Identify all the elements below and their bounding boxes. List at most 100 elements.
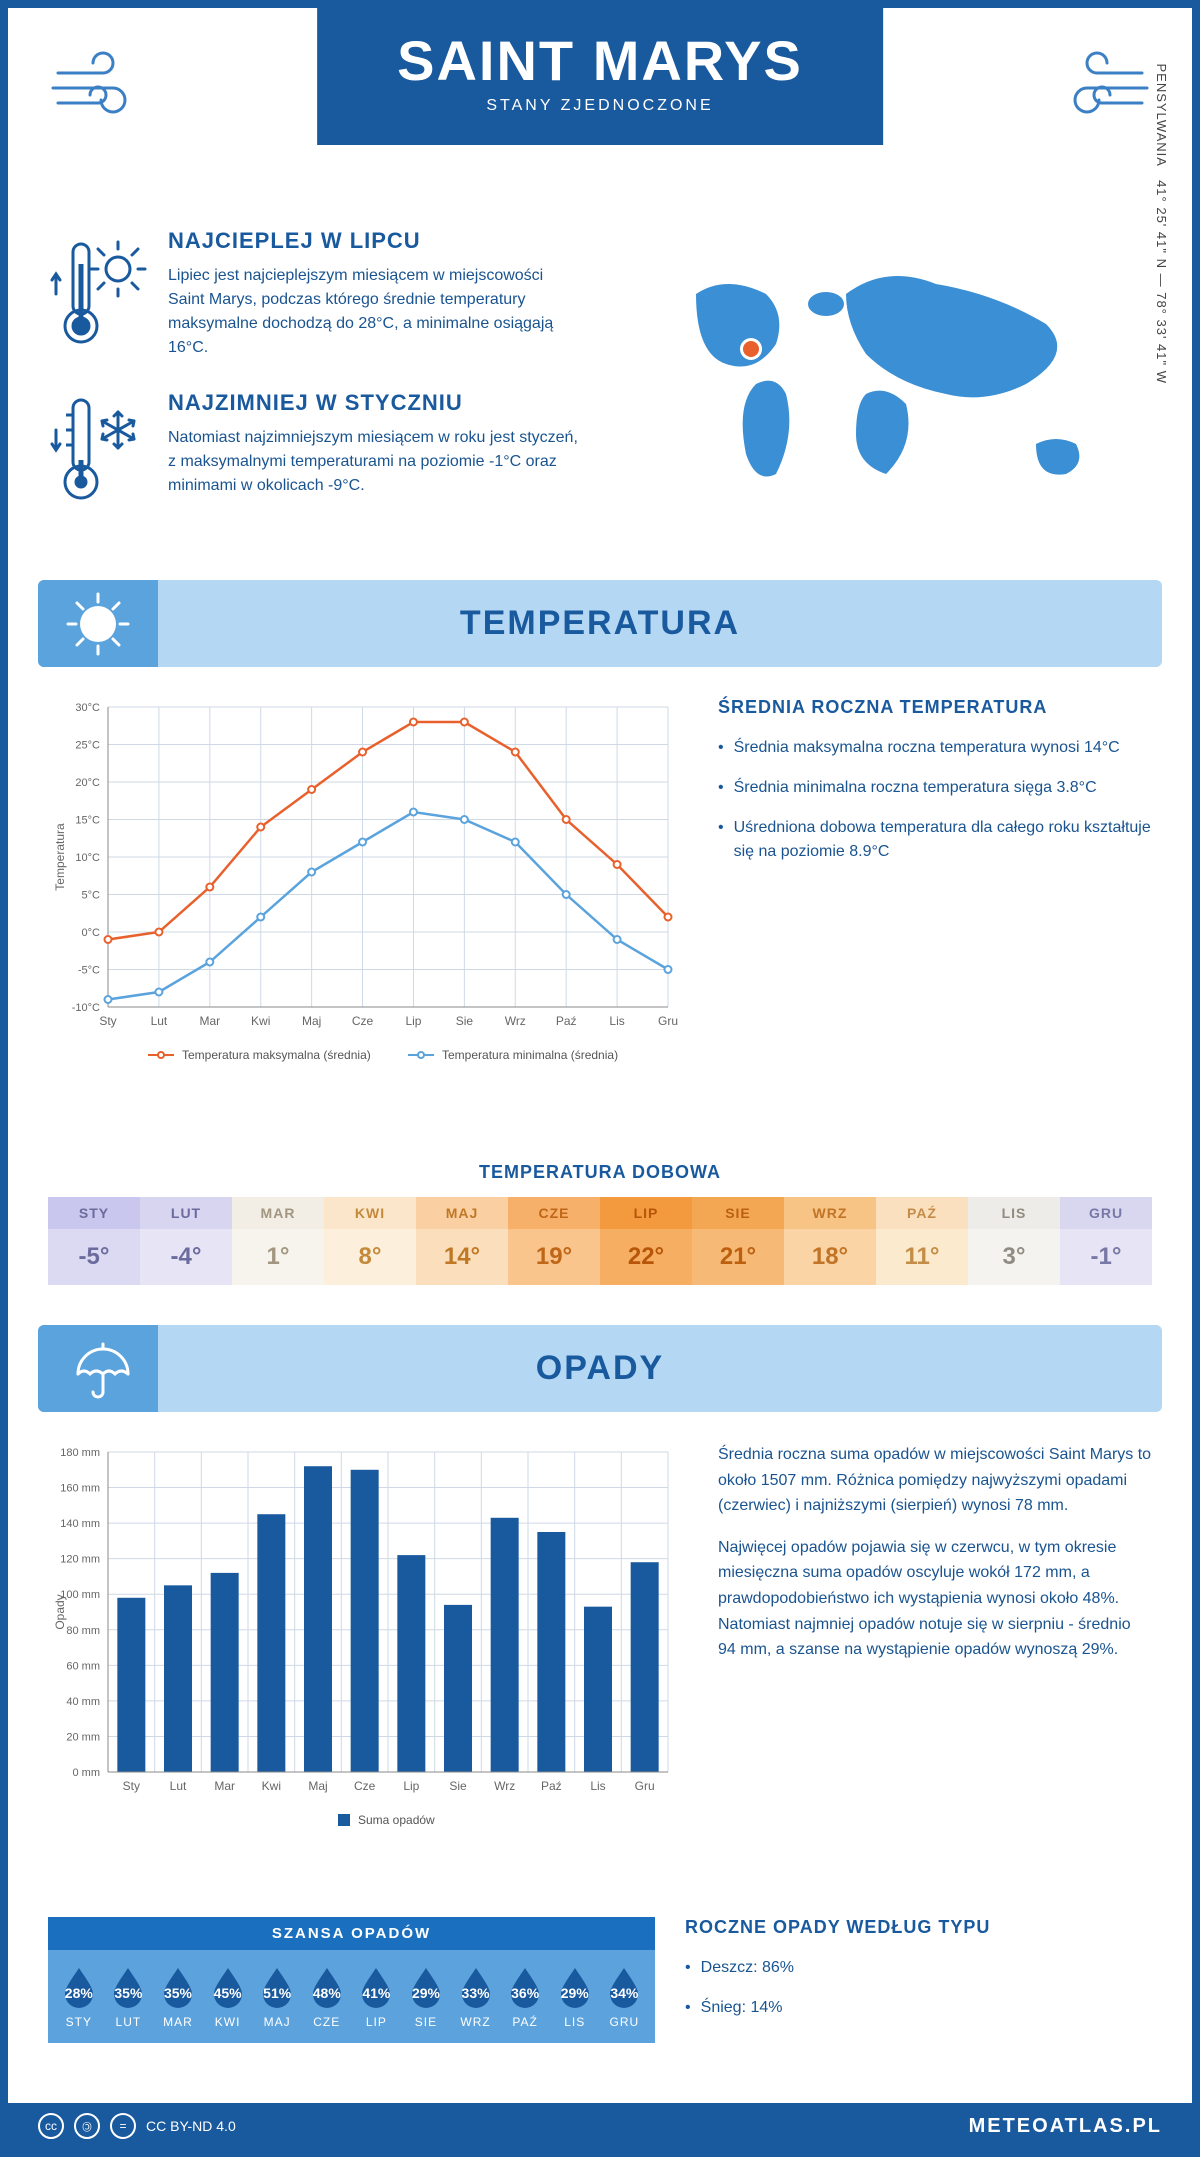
- svg-text:Mar: Mar: [199, 1014, 220, 1028]
- svg-text:Lut: Lut: [151, 1014, 168, 1028]
- wind-icon: [1052, 48, 1152, 142]
- svg-text:0°C: 0°C: [82, 927, 101, 939]
- umbrella-icon: [38, 1325, 158, 1412]
- rain-chance-cell: 45%KWI: [203, 1964, 253, 2029]
- temp-stats-title: ŚREDNIA ROCZNA TEMPERATURA: [718, 697, 1152, 718]
- month-cell: GRU-1°: [1060, 1197, 1152, 1285]
- svg-text:80 mm: 80 mm: [66, 1625, 100, 1637]
- temperature-stats: ŚREDNIA ROCZNA TEMPERATURA Średnia maksy…: [718, 697, 1152, 1122]
- section-header-precip: OPADY: [38, 1325, 1162, 1412]
- stat-item: Śnieg: 14%: [685, 1996, 1152, 2020]
- wind-icon: [48, 48, 148, 142]
- header-region: SAINT MARYS STANY ZJEDNOCZONE: [8, 8, 1192, 208]
- rain-chance-cell: 41%LIP: [352, 1964, 402, 2029]
- rain-chance-cell: 33%WRZ: [451, 1964, 501, 2029]
- svg-text:Maj: Maj: [302, 1014, 321, 1028]
- month-cell: CZE19°: [508, 1197, 600, 1285]
- svg-text:Paź: Paź: [541, 1779, 562, 1793]
- precip-type-title: ROCZNE OPADY WEDŁUG TYPU: [685, 1917, 1152, 1938]
- svg-text:Temperatura maksymalna (średni: Temperatura maksymalna (średnia): [182, 1048, 371, 1062]
- intro-section: NAJCIEPLEJ W LIPCU Lipiec jest najcieple…: [8, 208, 1192, 580]
- rain-chance-cell: 36%PAŹ: [500, 1964, 550, 2029]
- svg-text:Lip: Lip: [403, 1779, 419, 1793]
- svg-text:Cze: Cze: [352, 1014, 374, 1028]
- rain-chance-cell: 29%SIE: [401, 1964, 451, 2029]
- month-cell: MAR1°: [232, 1197, 324, 1285]
- svg-text:Gru: Gru: [635, 1779, 655, 1793]
- svg-text:120 mm: 120 mm: [60, 1554, 100, 1566]
- svg-text:Paź: Paź: [556, 1014, 577, 1028]
- rain-chance-cell: 35%LUT: [104, 1964, 154, 2029]
- svg-text:Sie: Sie: [456, 1014, 474, 1028]
- rain-chance-table: SZANSA OPADÓW 28%STY35%LUT35%MAR45%KWI51…: [48, 1917, 655, 2043]
- section-header-temp: TEMPERATURA: [38, 580, 1162, 667]
- rain-chance-cell: 29%LIS: [550, 1964, 600, 2029]
- site-logo: METEOATLAS.PL: [969, 2115, 1162, 2138]
- license-text: CC BY-ND 4.0: [146, 2118, 236, 2134]
- svg-text:60 mm: 60 mm: [66, 1660, 100, 1672]
- svg-text:Temperatura minimalna (średnia: Temperatura minimalna (średnia): [442, 1048, 618, 1062]
- svg-text:15°C: 15°C: [75, 815, 100, 827]
- svg-text:Suma opadów: Suma opadów: [358, 1813, 435, 1827]
- svg-text:Cze: Cze: [354, 1779, 376, 1793]
- svg-text:0 mm: 0 mm: [73, 1767, 101, 1779]
- daily-temp-title: TEMPERATURA DOBOWA: [8, 1162, 1192, 1183]
- svg-text:Maj: Maj: [308, 1779, 327, 1793]
- rain-chance-cell: 48%CZE: [302, 1964, 352, 2029]
- month-cell: MAJ14°: [416, 1197, 508, 1285]
- thermometer-cold-icon: [48, 390, 148, 510]
- cold-title: NAJZIMNIEJ W STYCZNIU: [168, 390, 580, 416]
- svg-text:160 mm: 160 mm: [60, 1483, 100, 1495]
- svg-text:20 mm: 20 mm: [66, 1731, 100, 1743]
- rain-chance-cell: 35%MAR: [153, 1964, 203, 2029]
- svg-text:140 mm: 140 mm: [60, 1518, 100, 1530]
- month-cell: SIE21°: [692, 1197, 784, 1285]
- svg-text:Gru: Gru: [658, 1014, 678, 1028]
- precip-by-type: ROCZNE OPADY WEDŁUG TYPU Deszcz: 86% Śni…: [685, 1917, 1152, 2043]
- month-cell: KWI8°: [324, 1197, 416, 1285]
- nd-icon: =: [110, 2113, 136, 2139]
- by-icon: 🄯: [74, 2113, 100, 2139]
- warmest-block: NAJCIEPLEJ W LIPCU Lipiec jest najcieple…: [48, 228, 580, 360]
- warm-text: Lipiec jest najcieplejszym miesiącem w m…: [168, 264, 580, 360]
- thermometer-hot-icon: [48, 228, 148, 360]
- rain-chance-cell: 34%GRU: [600, 1964, 650, 2029]
- svg-text:Temperatura: Temperatura: [53, 823, 67, 891]
- svg-text:Kwi: Kwi: [251, 1014, 270, 1028]
- stat-item: Średnia maksymalna roczna temperatura wy…: [718, 736, 1152, 760]
- svg-text:40 mm: 40 mm: [66, 1696, 100, 1708]
- svg-text:Lut: Lut: [170, 1779, 187, 1793]
- svg-text:25°C: 25°C: [75, 740, 100, 752]
- svg-text:Sie: Sie: [449, 1779, 467, 1793]
- stat-item: Uśredniona dobowa temperatura dla całego…: [718, 816, 1152, 864]
- month-cell: LUT-4°: [140, 1197, 232, 1285]
- svg-text:Wrz: Wrz: [505, 1014, 526, 1028]
- svg-text:Lis: Lis: [609, 1014, 624, 1028]
- title-banner: SAINT MARYS STANY ZJEDNOCZONE: [317, 8, 883, 145]
- coordinates-label: PENSYLWANIA 41° 25' 41" N — 78° 33' 41" …: [1155, 63, 1170, 384]
- rain-chance-cell: 28%STY: [54, 1964, 104, 2029]
- month-cell: LIP22°: [600, 1197, 692, 1285]
- precip-p1: Średnia roczna suma opadów w miejscowośc…: [718, 1442, 1152, 1519]
- cc-icon: cc: [38, 2113, 64, 2139]
- city-name: SAINT MARYS: [397, 28, 803, 93]
- month-cell: PAŹ11°: [876, 1197, 968, 1285]
- rain-chance-cell: 51%MAJ: [252, 1964, 302, 2029]
- svg-text:Wrz: Wrz: [494, 1779, 515, 1793]
- month-cell: STY-5°: [48, 1197, 140, 1285]
- svg-text:Kwi: Kwi: [262, 1779, 281, 1793]
- stat-item: Średnia minimalna roczna temperatura się…: [718, 776, 1152, 800]
- cold-text: Natomiast najzimniejszym miesiącem w rok…: [168, 426, 580, 498]
- precip-p2: Najwięcej opadów pojawia się w czerwcu, …: [718, 1535, 1152, 1663]
- daily-temp-table: STY-5°LUT-4°MAR1°KWI8°MAJ14°CZE19°LIP22°…: [48, 1197, 1152, 1285]
- license-badge: cc 🄯 = CC BY-ND 4.0: [38, 2113, 236, 2139]
- svg-text:30°C: 30°C: [75, 702, 100, 714]
- temperature-line-chart: -10°C-5°C0°C5°C10°C15°C20°C25°C30°CStyLu…: [48, 697, 688, 1122]
- svg-text:-10°C: -10°C: [72, 1002, 100, 1014]
- svg-text:Sty: Sty: [99, 1014, 116, 1028]
- svg-text:Sty: Sty: [123, 1779, 140, 1793]
- world-map-region: PENSYLWANIA 41° 25' 41" N — 78° 33' 41" …: [620, 228, 1152, 540]
- svg-text:-5°C: -5°C: [78, 965, 100, 977]
- country-name: STANY ZJEDNOCZONE: [397, 97, 803, 115]
- precipitation-bar-chart: 0 mm20 mm40 mm60 mm80 mm100 mm120 mm140 …: [48, 1442, 688, 1887]
